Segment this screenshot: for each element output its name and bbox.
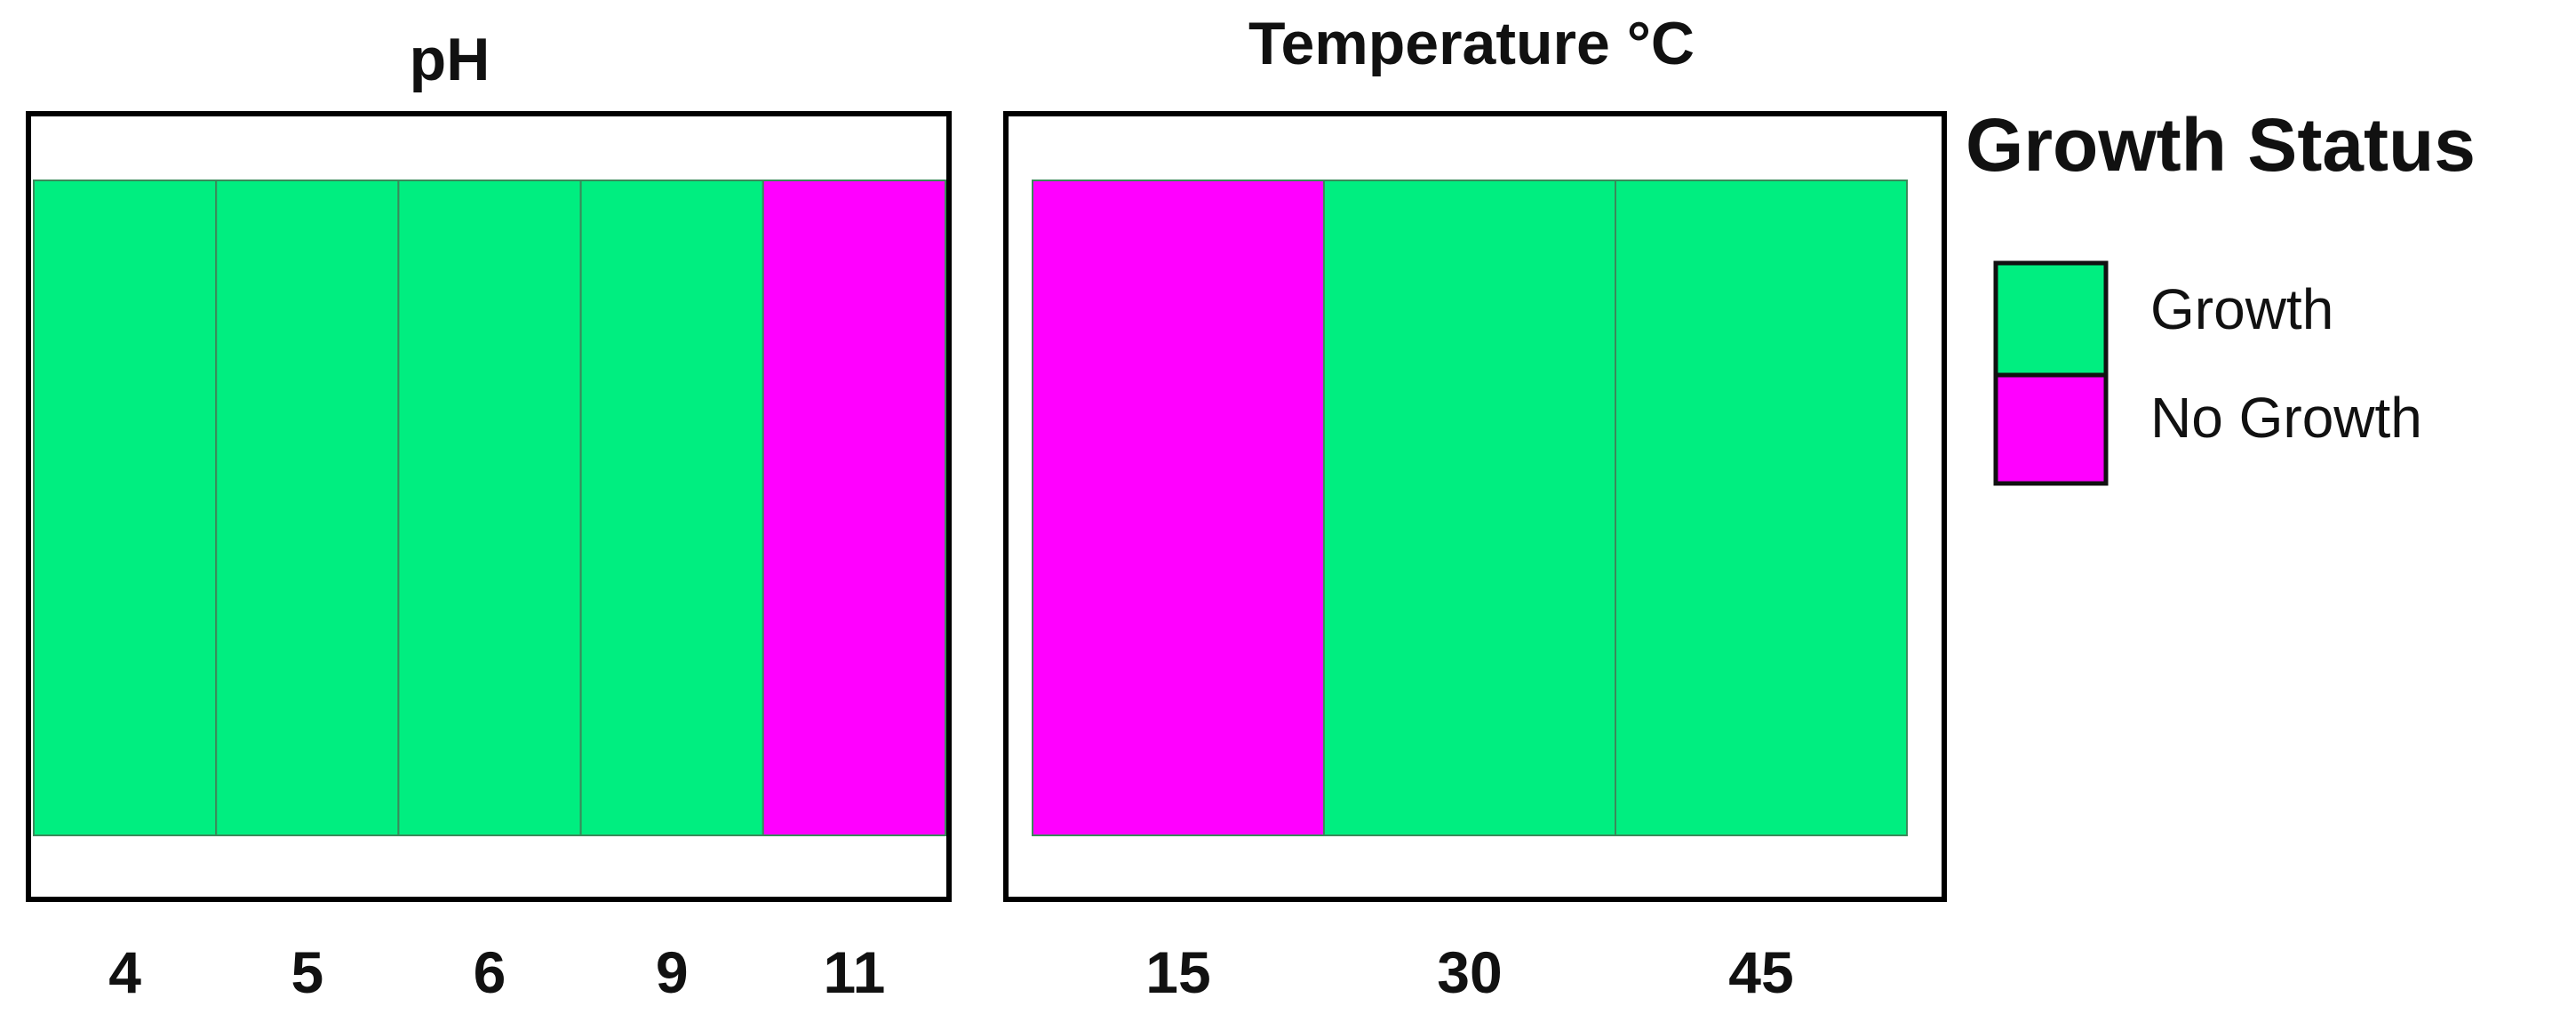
- cell-temperature-30: [1323, 180, 1616, 836]
- legend-label-growth: Growth: [2150, 277, 2333, 341]
- legend-label-no-growth: No Growth: [2150, 386, 2422, 450]
- tick-label-ph-9: 9: [656, 939, 689, 1005]
- legend-title: Growth Status: [1966, 103, 2476, 187]
- cells-temperature: [1032, 180, 1908, 836]
- tick-label-temperature-30: 30: [1437, 939, 1502, 1005]
- cell-ph-4: [33, 180, 218, 836]
- panel-temperature: Temperature °C 15 30 45: [1003, 10, 1947, 1005]
- tick-label-ph-5: 5: [291, 939, 323, 1005]
- cell-ph-6: [397, 180, 582, 836]
- panel-title-ph: pH: [410, 26, 490, 93]
- tick-label-temperature-15: 15: [1145, 939, 1210, 1005]
- tick-label-ph-11: 11: [824, 939, 886, 1005]
- cell-temperature-45: [1615, 180, 1908, 836]
- cell-ph-5: [215, 180, 400, 836]
- cell-ph-9: [579, 180, 764, 836]
- cell-temperature-15: [1032, 180, 1325, 836]
- legend: Growth Status Growth No Growth: [1966, 103, 2476, 486]
- ticks-ph: 4 5 6 9 11: [108, 939, 885, 1005]
- cell-ph-11: [762, 180, 946, 836]
- panel-frame-temperature: [1003, 111, 1947, 902]
- ticks-temperature: 15 30 45: [1145, 939, 1793, 1005]
- tick-label-ph-6: 6: [474, 939, 506, 1005]
- tick-label-temperature-45: 45: [1728, 939, 1793, 1005]
- legend-swatch-no-growth: [1993, 372, 2109, 486]
- panel-frame-ph: [26, 111, 952, 902]
- legend-swatch-growth: [1993, 260, 2109, 378]
- cells-ph: [33, 180, 946, 836]
- panel-ph: pH 4 5 6 9 11: [26, 26, 952, 1005]
- panel-title-temperature: Temperature °C: [1248, 10, 1695, 77]
- tick-label-ph-4: 4: [108, 939, 141, 1005]
